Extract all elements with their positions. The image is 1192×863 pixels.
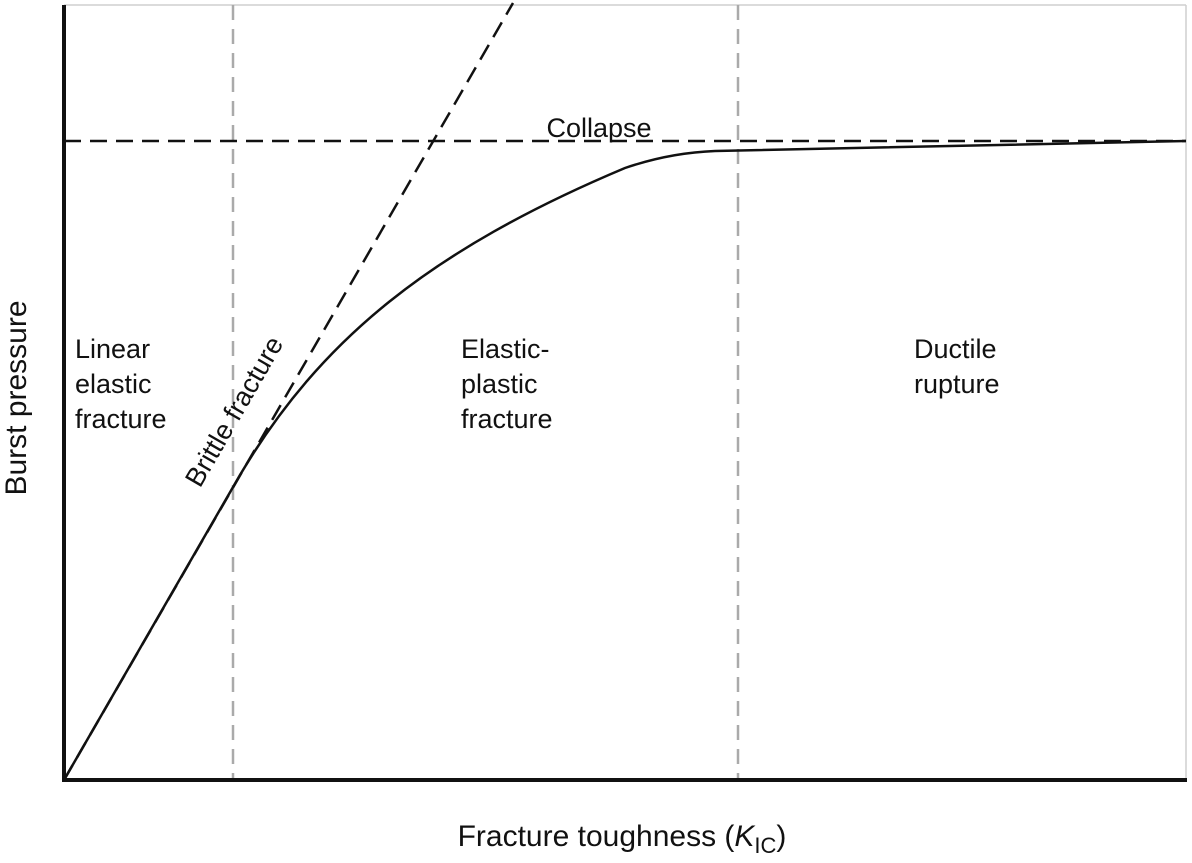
y-axis-title: Burst pressure xyxy=(0,300,33,495)
brittle-fracture-line xyxy=(62,2,515,781)
region-linear-elastic-line: fracture xyxy=(75,404,167,434)
region-ductile-line: Ductile xyxy=(914,334,997,364)
region-ductile-rupture: Ductile rupture xyxy=(914,334,1000,399)
x-axis-title-subscript: IC xyxy=(754,833,776,858)
region-boundaries xyxy=(231,5,740,780)
collapse-label: Collapse xyxy=(546,113,651,143)
region-elastic-plastic-line: fracture xyxy=(461,404,553,434)
axes xyxy=(62,5,1187,782)
region-elastic-plastic: Elastic- plastic fracture xyxy=(461,334,553,434)
region-linear-elastic-line: Linear xyxy=(75,334,150,364)
region-linear-elastic-line: elastic xyxy=(75,369,152,399)
x-axis-title: Fracture toughness (KIC) xyxy=(458,820,787,858)
x-axis-title-symbol: K xyxy=(734,820,756,853)
burst-pressure-curve xyxy=(62,139,1187,781)
region-linear-elastic: Linear elastic fracture xyxy=(75,334,167,434)
x-axis-title-prefix: Fracture toughness ( xyxy=(458,820,735,853)
region-ductile-line: rupture xyxy=(914,369,1000,399)
plot-frame xyxy=(64,4,1187,780)
region-elastic-plastic-line: Elastic- xyxy=(461,334,550,364)
region-elastic-plastic-line: plastic xyxy=(461,369,538,399)
x-axis-title-suffix: ) xyxy=(776,820,786,853)
